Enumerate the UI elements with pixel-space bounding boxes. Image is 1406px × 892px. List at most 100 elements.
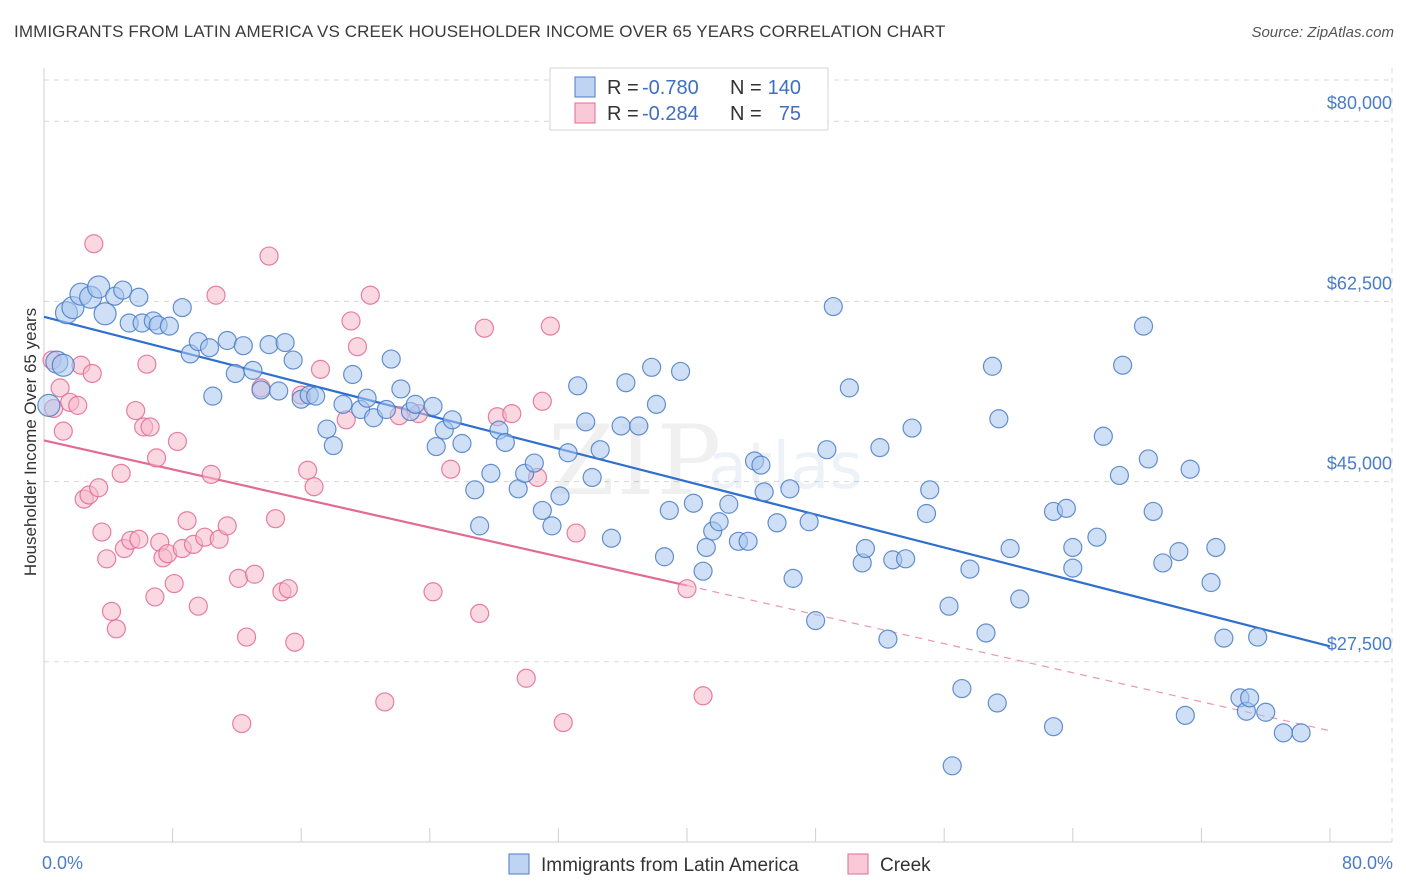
- point-latin-america-22: [217, 330, 237, 351]
- point-latin-america-106: [960, 559, 980, 579]
- point-latin-america-119: [1109, 465, 1130, 486]
- point-latin-america-88: [780, 479, 800, 499]
- bottom-legend-swatch-blue: [508, 853, 530, 875]
- point-latin-america-50: [452, 433, 472, 454]
- point-latin-america-114: [1056, 498, 1076, 518]
- point-latin-america-83: [738, 531, 758, 551]
- point-latin-america-110: [1000, 538, 1020, 559]
- point-creek-13: [97, 549, 117, 569]
- point-latin-america-116: [1063, 558, 1083, 578]
- y-axis-label: Householder Income Over 65 years: [21, 308, 40, 576]
- point-latin-america-2: [51, 353, 75, 377]
- point-latin-america-29: [275, 332, 295, 353]
- point-creek-52: [304, 477, 324, 497]
- legend-n-value-2: 75: [779, 103, 801, 125]
- point-latin-america-52: [470, 516, 490, 536]
- point-creek-12: [92, 522, 112, 542]
- point-creek-46: [265, 509, 286, 529]
- y-tick-label-0: $27,500: [1327, 634, 1392, 654]
- legend-r-label-1: R =: [607, 77, 639, 99]
- chart-title: IMMIGRANTS FROM LATIN AMERICA VS CREEK H…: [14, 22, 946, 41]
- point-latin-america-46: [423, 396, 443, 417]
- point-latin-america-37: [343, 364, 363, 385]
- point-latin-america-137: [987, 693, 1007, 713]
- legend-n-label-1: N =: [730, 77, 762, 99]
- y-tick-label-3: $80,000: [1327, 93, 1392, 113]
- point-latin-america-87: [767, 513, 787, 533]
- point-creek-9: [82, 363, 102, 384]
- point-latin-america-134: [1256, 702, 1276, 722]
- y-tick-label-1: $45,000: [1327, 454, 1392, 474]
- point-latin-america-132: [1240, 688, 1260, 708]
- legend-box: [549, 67, 829, 131]
- point-latin-america-42: [381, 349, 401, 369]
- point-latin-america-133: [1248, 627, 1268, 647]
- point-creek-55: [341, 311, 361, 331]
- point-creek-57: [360, 285, 380, 305]
- point-latin-america-71: [642, 357, 662, 377]
- point-creek-39: [217, 516, 237, 536]
- point-creek-53: [310, 359, 331, 379]
- point-latin-america-94: [839, 378, 859, 398]
- point-latin-america-24: [233, 336, 253, 356]
- point-latin-america-100: [896, 549, 916, 569]
- point-latin-america-127: [1201, 572, 1221, 593]
- point-creek-3: [53, 421, 73, 441]
- point-latin-america-47: [426, 436, 446, 457]
- legend-r-value-1: -0.780: [642, 77, 699, 99]
- point-latin-america-30: [283, 350, 303, 370]
- point-latin-america-35: [323, 435, 343, 456]
- point-latin-america-115: [1063, 537, 1083, 558]
- point-latin-america-118: [1093, 426, 1113, 446]
- point-latin-america-45: [405, 394, 425, 414]
- point-creek-20: [129, 529, 149, 549]
- point-creek-25: [146, 448, 167, 468]
- point-latin-america-81: [719, 494, 739, 514]
- point-latin-america-65: [582, 467, 602, 488]
- point-creek-74: [693, 686, 713, 706]
- point-latin-america-41: [376, 399, 396, 420]
- point-creek-14: [101, 601, 122, 621]
- point-latin-america-68: [611, 416, 631, 436]
- point-creek-70: [540, 316, 560, 336]
- point-latin-america-67: [601, 528, 622, 548]
- point-latin-america-75: [670, 361, 691, 382]
- point-creek-56: [347, 337, 368, 357]
- point-creek-51: [298, 460, 318, 480]
- point-latin-america-78: [696, 537, 716, 558]
- point-latin-america-53: [481, 463, 501, 483]
- point-creek-36: [201, 464, 221, 484]
- axes: [43, 68, 1392, 843]
- point-creek-62: [441, 459, 461, 479]
- point-creek-49: [285, 632, 305, 652]
- point-creek-10: [84, 234, 104, 254]
- point-creek-41: [232, 713, 252, 734]
- point-latin-america-111: [1010, 589, 1030, 609]
- point-creek-15: [106, 619, 126, 639]
- point-creek-30: [167, 431, 188, 452]
- grid-lines: [44, 68, 1393, 842]
- source-label: Source: ZipAtlas.com: [1251, 24, 1394, 41]
- point-latin-america-90: [799, 512, 819, 532]
- point-latin-america-66: [590, 440, 610, 460]
- point-creek-61: [423, 582, 443, 602]
- point-latin-america-92: [817, 440, 837, 460]
- point-latin-america-64: [576, 412, 596, 432]
- point-creek-34: [188, 596, 208, 616]
- point-latin-america-112: [1043, 717, 1064, 737]
- point-latin-america-138: [1175, 705, 1195, 725]
- point-latin-america-139: [942, 756, 962, 776]
- point-creek-23: [140, 417, 160, 437]
- point-latin-america-124: [1153, 553, 1173, 573]
- point-latin-america-108: [982, 356, 1003, 376]
- point-creek-29: [164, 573, 184, 594]
- point-creek-69: [532, 391, 552, 411]
- point-latin-america-63: [568, 376, 588, 396]
- bottom-legend: Immigrants from Latin America Creek: [508, 853, 931, 876]
- point-latin-america-103: [920, 480, 940, 500]
- point-creek-32: [177, 511, 197, 531]
- point-latin-america-8: [93, 302, 117, 326]
- point-latin-america-125: [1169, 542, 1189, 562]
- point-latin-america-74: [659, 500, 679, 521]
